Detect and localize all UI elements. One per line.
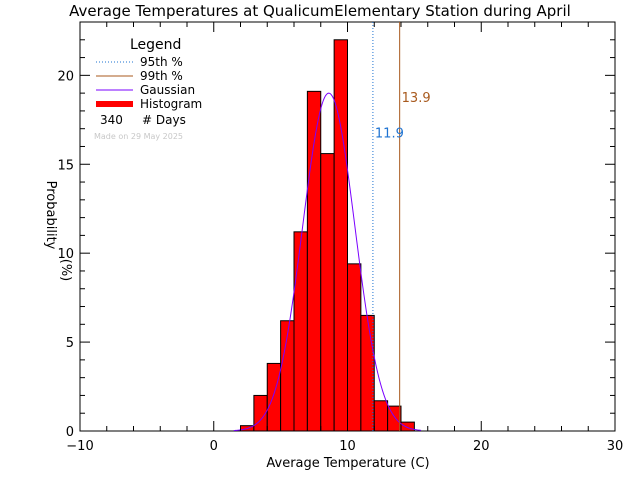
- legend-histogram-label: Histogram: [140, 97, 202, 111]
- y-tick-label: 20: [57, 69, 74, 84]
- x-tick-label: −10: [66, 439, 93, 454]
- histogram-bar: [333, 39, 348, 432]
- legend-days-label: # Days: [142, 113, 186, 127]
- x-tick-label: 10: [339, 439, 356, 454]
- y-axis-label: Probability: [43, 181, 58, 250]
- legend-title: Legend: [130, 37, 181, 53]
- histogram-bar: [266, 362, 282, 432]
- x-tick-label: 30: [607, 439, 624, 454]
- y-tick-label: 15: [57, 158, 74, 173]
- histogram-bar: [360, 314, 375, 432]
- histogram-bar: [387, 405, 402, 432]
- histogram-bar: [320, 153, 335, 432]
- y-tick-label: 10: [57, 247, 74, 262]
- histogram-bars: [240, 39, 415, 432]
- percentile-95-label: 11.9: [375, 127, 404, 142]
- gaussian-layer: [233, 92, 422, 432]
- x-tick-label: 0: [210, 439, 218, 454]
- y-axis-label-unit: (%): [58, 259, 73, 282]
- histogram-bar: [400, 421, 415, 432]
- legend-days-count: 340: [100, 113, 123, 127]
- x-tick-label: 20: [473, 439, 490, 454]
- y-tick-label: 5: [66, 336, 74, 351]
- footnote-made-on: Made on 29 May 2025: [94, 132, 183, 141]
- legend-99th-label: 99th %: [140, 69, 183, 83]
- histogram-bar: [373, 400, 389, 432]
- gaussian-curve: [233, 92, 422, 432]
- legend-gaussian-label: Gaussian: [140, 83, 195, 97]
- x-axis-label: Average Temperature (C): [266, 456, 429, 471]
- percentile-layer: 11.9 13.9: [372, 22, 431, 431]
- percentile-99-label: 13.9: [402, 91, 431, 106]
- histogram-bar: [293, 231, 308, 432]
- chart-title: Average Temperatures at QualicumElementa…: [69, 2, 571, 20]
- histogram-bar: [347, 263, 362, 432]
- y-tick-label: 0: [66, 425, 74, 440]
- legend-95th-label: 95th %: [140, 55, 183, 69]
- legend: Legend 95th % 99th % Gaussian Histogram …: [94, 37, 202, 141]
